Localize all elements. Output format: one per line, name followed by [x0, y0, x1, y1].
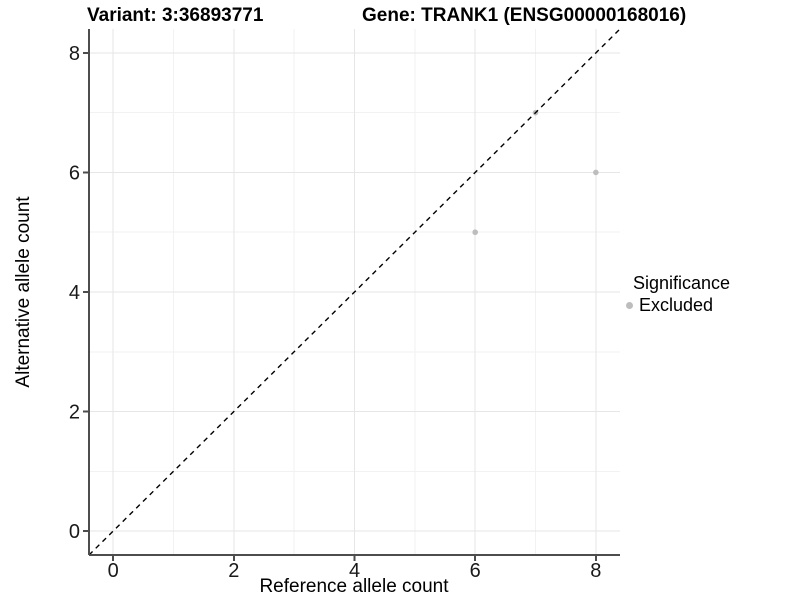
y-tick-label: 2	[69, 402, 80, 424]
plot-title-gene: Gene: TRANK1 (ENSG00000168016)	[362, 5, 687, 26]
data-point	[593, 169, 599, 176]
legend-key-box	[620, 296, 638, 314]
plot-title-variant: Variant: 3:36893771	[87, 5, 264, 26]
axes	[88, 29, 620, 556]
x-tick-label: 4	[349, 560, 360, 582]
x-tick-label: 8	[590, 560, 601, 582]
y-tick-label: 6	[69, 162, 80, 184]
y-tick-label: 8	[69, 43, 80, 65]
excluded-point-icon	[625, 301, 633, 309]
y-tick-label: 0	[69, 521, 80, 543]
legend-title: Significance	[633, 273, 731, 293]
legend: Significance Excluded	[620, 272, 798, 315]
y-axis-title: Alternative allele count	[13, 196, 34, 388]
x-tick-label: 6	[470, 560, 481, 582]
data-point	[472, 229, 478, 236]
x-tick-label: 0	[108, 560, 119, 582]
identity-line	[88, 28, 621, 556]
x-axis-title: Reference allele count	[259, 576, 449, 597]
x-tick-label: 2	[228, 560, 239, 582]
y-tick-label: 4	[69, 282, 80, 304]
reference-line-layer	[88, 28, 621, 556]
legend-entry: Excluded	[620, 295, 798, 315]
tick-marks-and-labels: 0 2 4 6 8 0 2 4 6 8	[69, 43, 602, 582]
legend-entry-label: Excluded	[639, 295, 714, 315]
